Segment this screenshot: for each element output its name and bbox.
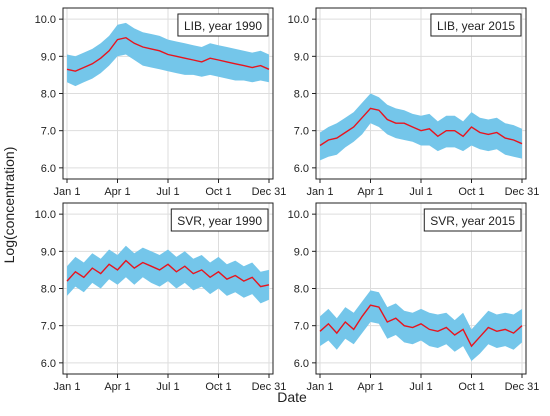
- y-tick-label: 7.0: [294, 126, 309, 138]
- x-tick-label: Apr 1: [104, 381, 130, 393]
- y-tick-label: 6.0: [41, 163, 56, 175]
- confidence-band: [320, 290, 522, 361]
- x-tick-label: Jul 1: [409, 381, 432, 393]
- x-tick-label: Dec 31: [252, 381, 287, 393]
- chart-panel: 6.0 7.0 8.0 9.0 10.0 Jan 1 Apr 1 Jul 1 Oct 1 Dec …: [35, 202, 287, 393]
- y-tick-label: 6.0: [294, 163, 309, 175]
- confidence-band: [320, 93, 522, 161]
- y-tick-label: 7.0: [294, 321, 309, 333]
- x-tick-label: Jul 1: [409, 186, 432, 198]
- y-tick-label: 9.0: [294, 51, 309, 63]
- x-tick-label: Oct 1: [458, 381, 484, 393]
- y-axis-label: Log(concentration): [1, 147, 17, 264]
- estimate-line: [319, 304, 523, 348]
- y-tick-label: 9.0: [41, 51, 56, 63]
- estimate-line: [66, 36, 270, 72]
- x-tick-label: Apr 1: [357, 381, 383, 393]
- panel-title-box: [430, 13, 522, 37]
- x-tick-label: Dec 31: [252, 186, 287, 198]
- chart-panel: 6.0 7.0 8.0 9.0 10.0 Jan 1 Apr 1 Jul 1 Oct 1 Dec …: [35, 7, 287, 198]
- panel-title: LIB, year 1990: [184, 19, 262, 33]
- x-tick-label: Dec 31: [505, 186, 540, 198]
- y-tick-label: 10.0: [288, 14, 309, 26]
- panel-title: LIB, year 2015: [437, 19, 515, 33]
- y-tick-label: 9.0: [41, 246, 56, 258]
- x-tick-label: Jan 1: [54, 186, 81, 198]
- x-tick-label: Jul 1: [156, 381, 179, 393]
- x-tick-label: Jan 1: [54, 381, 81, 393]
- confidence-band: [67, 245, 269, 304]
- y-tick-label: 8.0: [41, 284, 56, 296]
- panel-title-box: [423, 208, 522, 232]
- x-axis-label: Date: [277, 389, 307, 405]
- estimate-line: [319, 107, 523, 147]
- x-tick-label: Jan 1: [307, 381, 334, 393]
- x-tick-label: Dec 31: [505, 381, 540, 393]
- x-tick-label: Oct 1: [205, 381, 231, 393]
- y-tick-label: 8.0: [294, 284, 309, 296]
- y-tick-label: 10.0: [288, 209, 309, 221]
- estimate-line: [66, 259, 270, 288]
- y-tick-label: 9.0: [294, 246, 309, 258]
- y-tick-label: 10.0: [35, 14, 56, 26]
- x-tick-label: Jan 1: [307, 186, 334, 198]
- panel-title: SVR, year 1990: [177, 214, 262, 228]
- x-tick-label: Jul 1: [156, 186, 179, 198]
- y-tick-label: 6.0: [41, 358, 56, 370]
- y-tick-label: 7.0: [41, 321, 56, 333]
- x-tick-label: Oct 1: [205, 186, 231, 198]
- x-tick-label: Oct 1: [458, 186, 484, 198]
- panel-title-box: [177, 13, 269, 37]
- y-tick-label: 10.0: [35, 209, 56, 221]
- y-tick-label: 8.0: [294, 89, 309, 101]
- panel-title-box: [170, 208, 269, 232]
- x-tick-label: Apr 1: [104, 186, 130, 198]
- panel-title: SVR, year 2015: [430, 214, 515, 228]
- y-tick-label: 7.0: [41, 126, 56, 138]
- chart-panel: 6.0 7.0 8.0 9.0 10.0 Jan 1 Apr 1 Jul 1 Oct 1 Dec …: [288, 202, 540, 393]
- x-tick-label: Apr 1: [357, 186, 383, 198]
- chart-panel: 6.0 7.0 8.0 9.0 10.0 Jan 1 Apr 1 Jul 1 Oct 1 Dec …: [288, 7, 540, 198]
- y-tick-label: 6.0: [294, 358, 309, 370]
- y-tick-label: 8.0: [41, 89, 56, 101]
